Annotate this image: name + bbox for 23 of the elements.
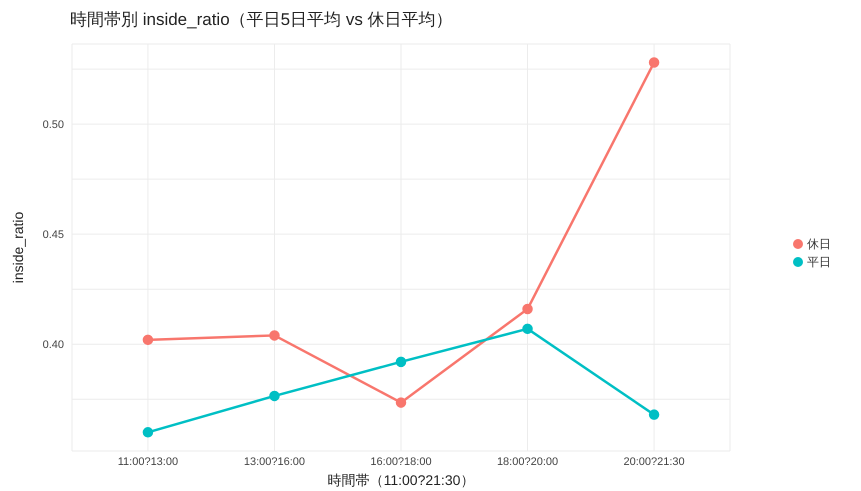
point [648, 57, 660, 68]
x-tick-label: 16:00?18:00 [370, 456, 432, 468]
x-axis-title: 時間帯（11:00?21:30） [328, 472, 474, 488]
y-tick-label: 0.50 [42, 119, 64, 132]
legend-label: 平日 [807, 255, 831, 269]
point [142, 427, 154, 438]
y-tick-label: 0.40 [42, 339, 64, 352]
point [396, 397, 406, 408]
point [522, 304, 533, 314]
x-tick-label: 13:00?16:00 [244, 456, 306, 468]
y-tick-label: 0.45 [42, 229, 64, 242]
point [648, 409, 660, 420]
point [396, 356, 406, 368]
chart-title: 時間帯別 inside_ratio（平日5日平均 vs 休日平均） [70, 9, 453, 31]
point [522, 324, 533, 334]
x-tick-label: 18:00?20:00 [496, 456, 558, 468]
x-tick-label: 20:00?21:30 [623, 456, 685, 468]
point [269, 390, 280, 402]
legend-label: 休日 [807, 237, 831, 251]
x-tick-label: 11:00?13:00 [118, 456, 178, 468]
point [142, 334, 154, 346]
y-axis-title: inside_ratio [10, 211, 26, 284]
point [269, 330, 280, 341]
